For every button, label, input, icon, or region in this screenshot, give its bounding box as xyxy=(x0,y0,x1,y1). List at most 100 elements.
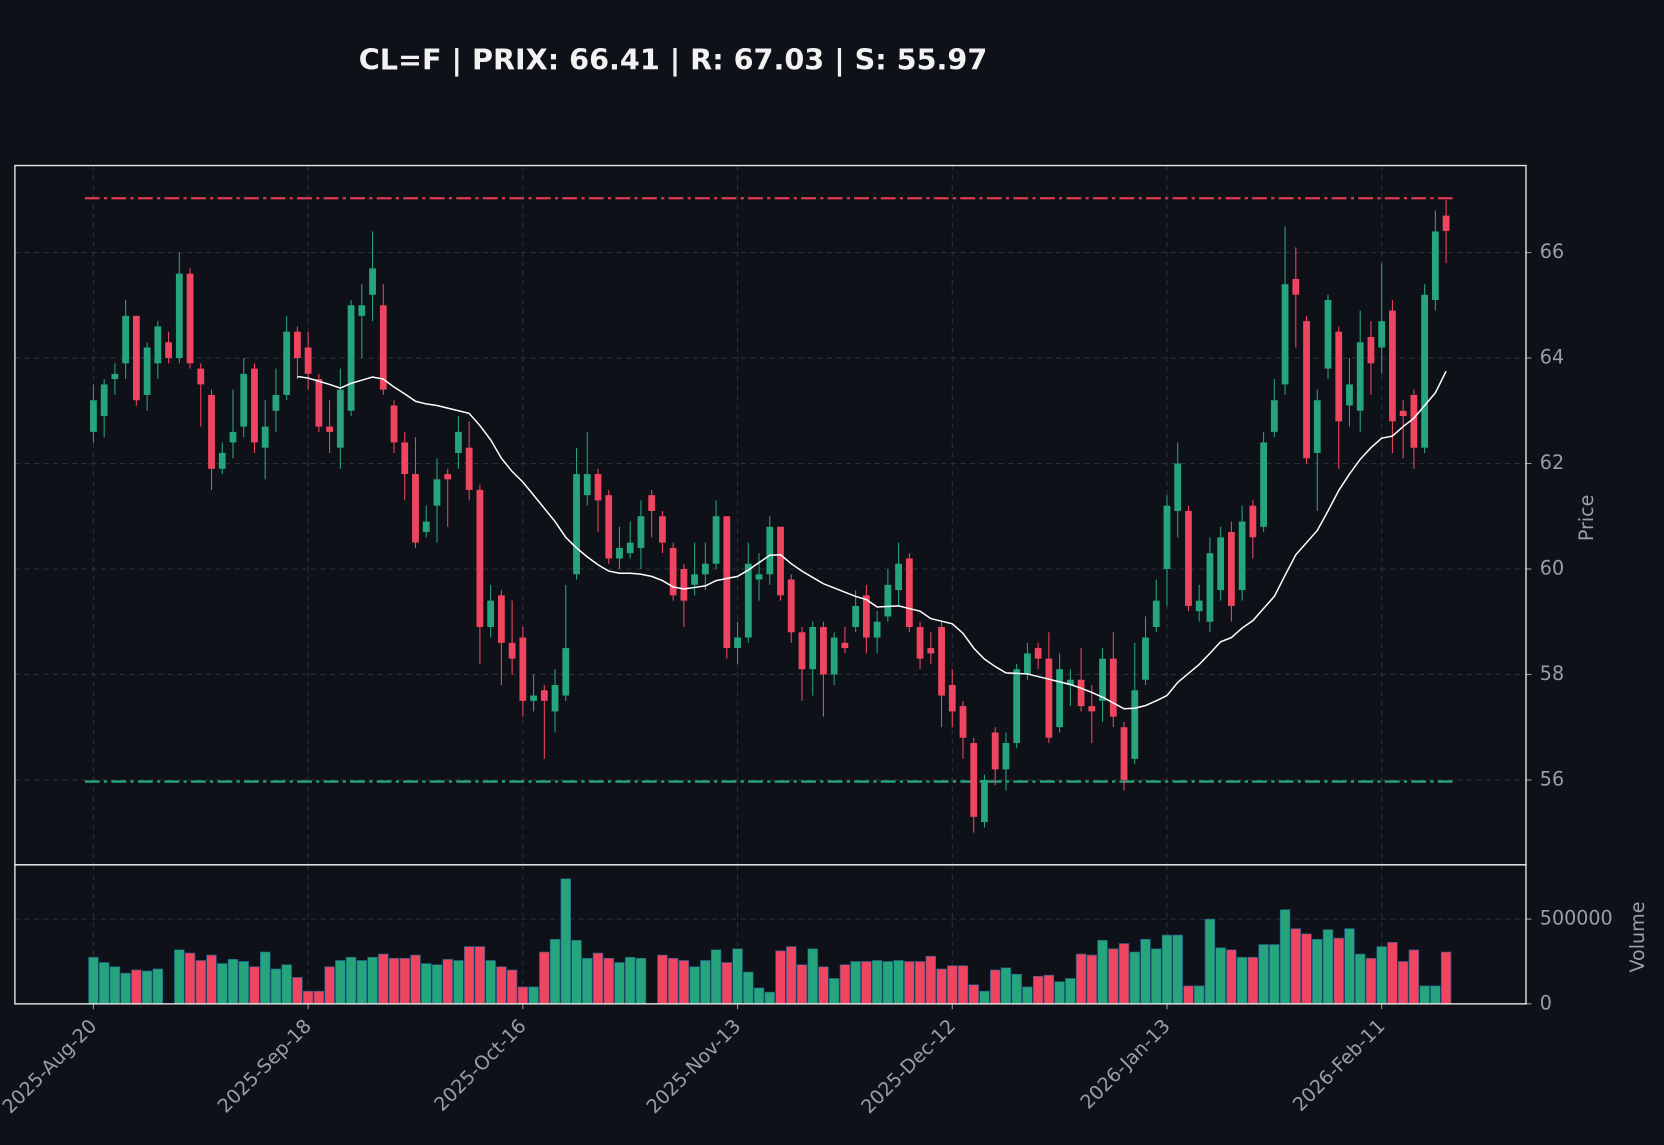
volume-bar xyxy=(506,969,518,1005)
volume-bar xyxy=(1408,949,1420,1005)
candle-body xyxy=(884,584,892,617)
candle-body xyxy=(852,605,860,628)
volume-bar xyxy=(367,956,378,1005)
volume-bar xyxy=(1183,985,1194,1005)
candle-body xyxy=(132,315,140,401)
candle-body xyxy=(261,426,269,448)
candle-body xyxy=(648,495,656,511)
candle-body xyxy=(551,685,559,712)
candle-body xyxy=(1270,400,1278,432)
volume-bar xyxy=(1247,956,1259,1005)
candle-body xyxy=(1131,690,1139,759)
volume-bar xyxy=(345,956,357,1005)
candle-body xyxy=(122,315,130,364)
candle-body xyxy=(1174,463,1182,511)
y-tick-label: 64 xyxy=(1540,346,1564,369)
candle-body xyxy=(369,268,376,295)
candle-body xyxy=(315,379,323,427)
volume-bar xyxy=(582,957,593,1005)
candle-body xyxy=(283,331,291,395)
candle-body xyxy=(154,326,162,364)
candle-body xyxy=(1066,679,1074,686)
volume-bar xyxy=(517,986,529,1005)
volume-bar xyxy=(152,968,164,1005)
volume-bar xyxy=(635,957,647,1005)
candle-body xyxy=(959,706,967,738)
candle-body xyxy=(1024,653,1031,675)
volume-bar xyxy=(217,963,228,1005)
y-tick-label: 66 xyxy=(1540,240,1564,263)
y-tick-label: 60 xyxy=(1540,556,1564,579)
candle-body xyxy=(1281,284,1289,385)
candle-body xyxy=(841,642,849,649)
volume-bar xyxy=(1065,978,1076,1005)
volume-bar xyxy=(206,954,217,1005)
candle-body xyxy=(530,695,537,701)
volume-bar xyxy=(882,961,894,1005)
volume-bar xyxy=(98,962,110,1005)
volume-bar xyxy=(238,961,249,1005)
candle-body xyxy=(744,563,752,638)
candle-body xyxy=(809,627,817,670)
candle-body xyxy=(229,431,237,443)
volume-bar xyxy=(453,960,464,1005)
volume-bar xyxy=(1322,929,1334,1005)
volume-bar xyxy=(141,970,153,1005)
volume-bar xyxy=(710,949,722,1005)
volume-bar xyxy=(474,946,486,1005)
volume-bar xyxy=(1226,949,1237,1005)
volume-bar xyxy=(1032,975,1044,1005)
candle-body xyxy=(659,516,666,543)
y-tick-label: 62 xyxy=(1540,451,1564,474)
candle-body xyxy=(1077,679,1085,707)
volume-bar xyxy=(571,939,582,1005)
candle-body xyxy=(218,452,226,469)
volume-bar xyxy=(796,964,808,1005)
volume-bar xyxy=(625,956,636,1005)
candle-body xyxy=(862,595,870,638)
volume-bar xyxy=(947,965,958,1005)
volume-bar xyxy=(893,960,904,1005)
candle-body xyxy=(1249,505,1257,538)
y-tick-label: 0 xyxy=(1540,991,1552,1014)
candle-body xyxy=(637,516,645,548)
volume-bar xyxy=(539,951,550,1005)
candle-body xyxy=(476,489,484,628)
volume-bar xyxy=(1344,928,1355,1005)
candle-body xyxy=(433,479,441,506)
volume-bar xyxy=(1193,985,1205,1005)
candle-body xyxy=(390,405,398,443)
candle-body xyxy=(1013,669,1021,744)
candle-body xyxy=(197,368,205,385)
candle-body xyxy=(1238,521,1246,591)
candle-body xyxy=(1163,505,1171,569)
volume-bar xyxy=(313,990,325,1005)
volume-bar xyxy=(1258,944,1269,1005)
candle-body xyxy=(208,394,215,469)
candle-body xyxy=(455,431,462,453)
volume-bar xyxy=(88,956,99,1005)
volume-bar xyxy=(1365,957,1377,1005)
candle-body xyxy=(1120,727,1128,780)
volume-bar xyxy=(270,968,282,1005)
volume-bar xyxy=(1043,974,1055,1005)
candle-body xyxy=(895,563,902,591)
volume-bar xyxy=(1086,954,1098,1005)
candle-body xyxy=(401,442,409,475)
volume-bar xyxy=(399,957,410,1005)
candle-body xyxy=(626,542,634,554)
volume-bar xyxy=(1172,934,1183,1005)
candle-body xyxy=(347,305,355,411)
candle-body xyxy=(1034,648,1042,659)
volume-bar xyxy=(378,953,389,1005)
volume-bar xyxy=(485,960,496,1005)
candle-body xyxy=(143,347,151,395)
volume-bar xyxy=(786,946,797,1005)
volume-bar xyxy=(828,978,840,1005)
volume-bar xyxy=(281,964,292,1005)
candle-body xyxy=(508,642,516,659)
volume-bar xyxy=(1269,944,1280,1005)
volume-bar xyxy=(1279,909,1291,1005)
volume-bar xyxy=(1054,981,1065,1005)
